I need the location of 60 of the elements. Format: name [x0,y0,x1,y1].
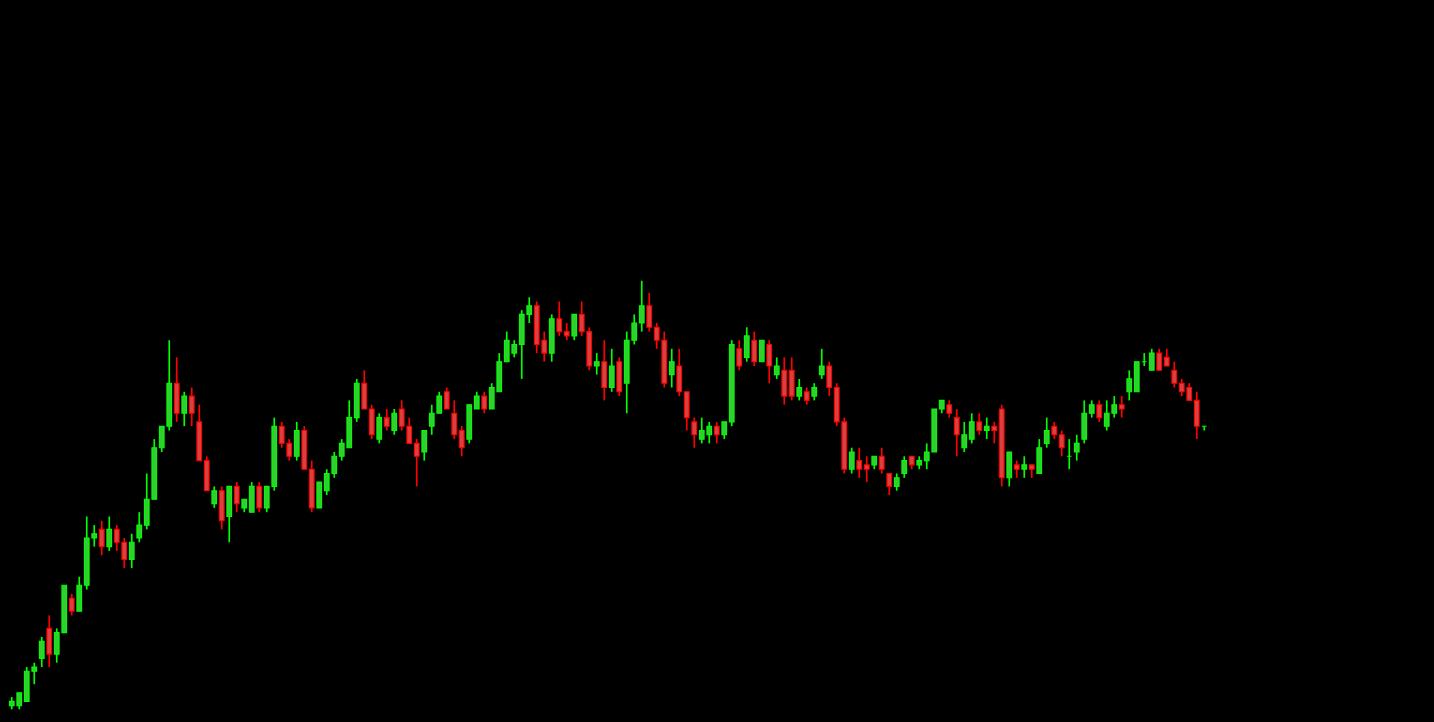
candlestick [451,399,458,440]
candlestick [1058,429,1065,458]
candlestick [668,347,675,389]
candlestick [391,408,398,436]
candlestick [593,352,600,376]
candlestick [458,425,465,458]
candlestick [901,455,908,479]
candlestick [758,339,765,363]
candlestick [968,412,975,445]
candlestick [188,386,195,428]
candlestick [773,356,780,380]
candlestick [376,412,383,445]
candlestick [421,429,428,462]
candlestick [863,455,870,483]
candlestick [1126,369,1133,402]
candlestick [646,292,653,333]
candlestick [608,347,615,393]
candlestick [976,412,983,436]
candlestick [953,408,960,458]
candlestick [233,481,240,514]
candlestick [856,446,863,479]
candlestick [766,339,773,385]
candlestick [1171,360,1178,389]
candlestick [571,313,578,342]
candlestick [383,408,390,432]
candlestick [38,636,45,668]
candlestick [826,360,833,397]
candlestick [256,481,263,514]
candlestick [751,330,758,367]
candlestick [211,485,218,509]
candlestick [413,438,420,488]
candlestick [98,519,105,557]
candlestick [848,446,855,475]
candlestick [1096,399,1103,423]
candlestick [1148,347,1155,372]
candlestick [691,416,698,449]
candlestick [818,347,825,380]
candlestick [106,515,113,552]
candlestick [1021,455,1028,479]
candlestick [128,532,135,569]
candlestick [1043,416,1050,449]
candlestick [713,421,720,445]
candlestick [736,339,743,372]
candlestick [796,378,803,402]
candlestick [886,472,893,496]
candlestick [68,593,75,617]
candlestick [1118,395,1125,419]
candlestick [481,390,488,415]
candlestick [983,416,990,440]
candlestick [136,511,143,544]
candlestick [181,390,188,428]
candlestick [743,326,750,363]
candlestick [443,386,450,410]
candlestick [991,421,998,445]
candlestick [1073,433,1080,462]
candlestick [638,280,645,333]
candlestick [961,421,968,453]
candlestick [1156,347,1163,372]
candlestick [878,446,885,475]
candlestick [556,300,563,337]
